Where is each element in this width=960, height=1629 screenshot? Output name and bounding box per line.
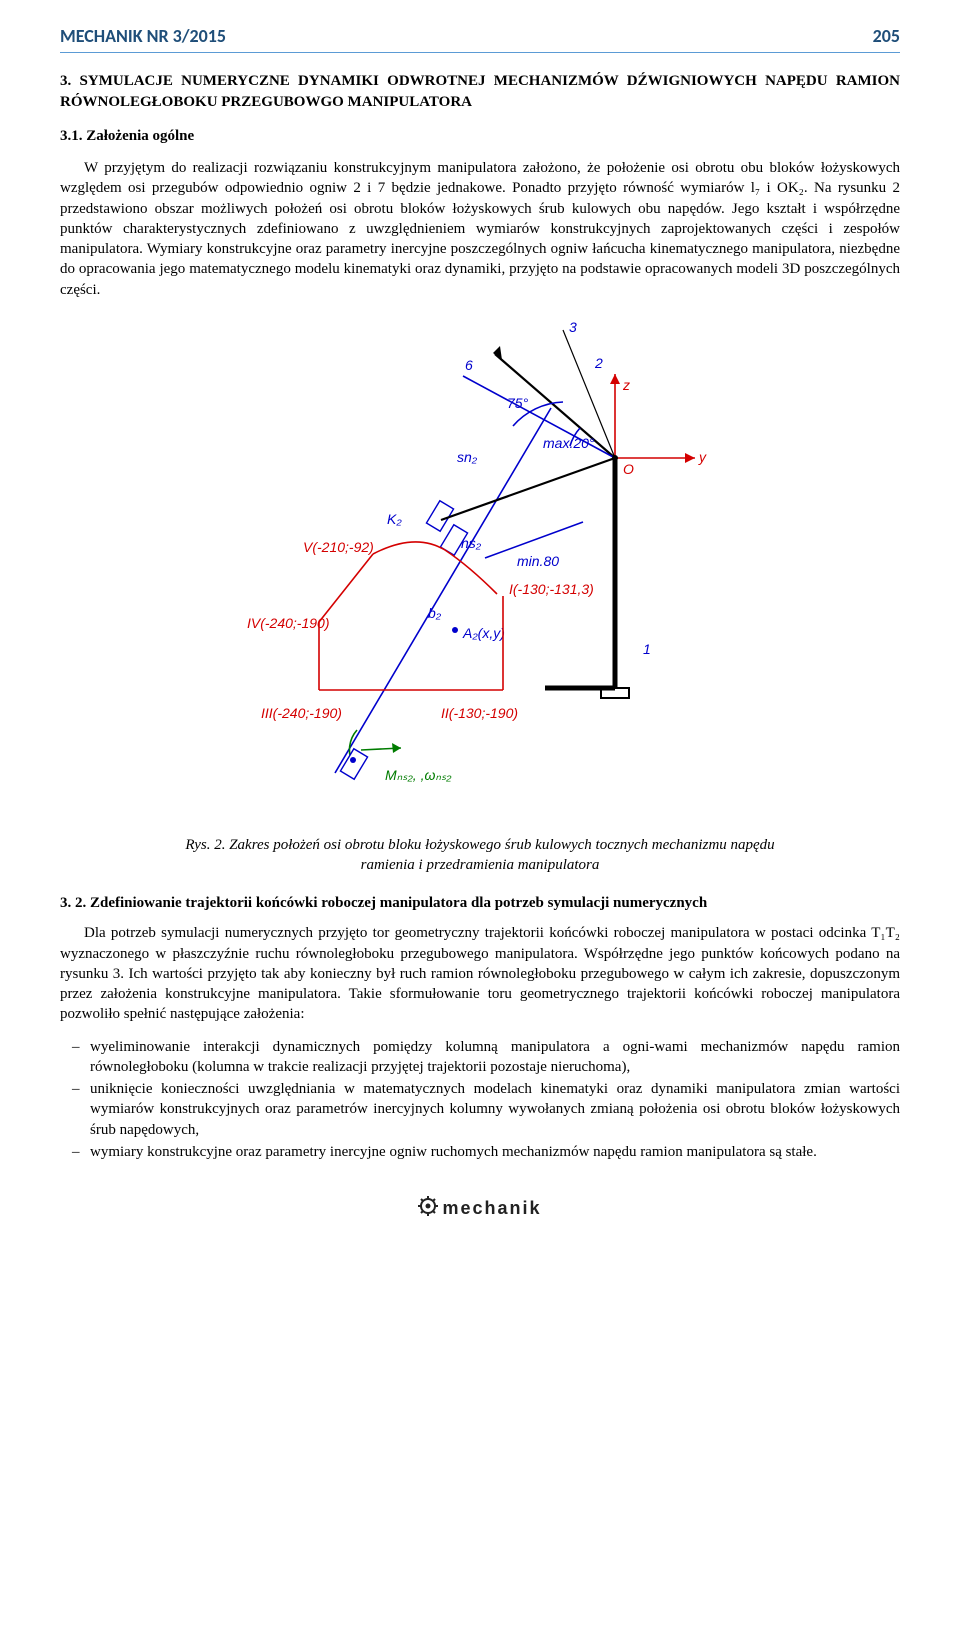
page-number: 205 <box>873 24 900 48</box>
point-I: I(-130;-131,3) <box>509 581 594 597</box>
point-III: III(-240;-190) <box>261 705 342 721</box>
section-heading: 3. SYMULACJE NUMERYCZNE DYNAMIKI ODWROTN… <box>60 71 900 112</box>
link-1-label: 1 <box>643 641 651 657</box>
sn2-label: sn₂ <box>457 449 478 465</box>
subsection-3-1-heading: 3.1. Założenia ogólne <box>60 126 900 146</box>
point-V: V(-210;-92) <box>303 539 374 555</box>
link-6-label: 6 <box>465 357 473 373</box>
figure-2-caption-label: Rys. 2. <box>185 837 225 853</box>
assumptions-list: wyeliminowanie interakcji dynamicznych p… <box>60 1037 900 1163</box>
point-II: II(-130;-190) <box>441 705 518 721</box>
origin-label: O <box>623 461 634 477</box>
subsection-3-2-paragraph: Dla potrzeb symulacji numerycznych przyj… <box>60 923 900 1024</box>
link-3-label: 3 <box>569 319 577 335</box>
list-item: uniknięcie konieczności uwzględniania w … <box>90 1079 900 1140</box>
link-2-label: 2 <box>594 355 603 371</box>
footer-logo: mechanik <box>60 1196 900 1222</box>
angle-75: 75° <box>507 395 529 411</box>
axis-y-label: y <box>698 449 707 465</box>
subsection-3-2-number: 3. 2. <box>60 895 86 911</box>
max20-label: max.20° <box>543 435 595 451</box>
section-number: 3. <box>60 73 71 89</box>
min80-label: min.80 <box>517 553 559 569</box>
figure-2-caption-text: Zakres położeń osi obrotu bloku łożyskow… <box>229 837 774 873</box>
Mns2-label: Mₙₛ₂, ,ωₙₛ₂ <box>385 767 452 783</box>
ns2-label: ns₂ <box>461 535 482 551</box>
K2-label: K₂ <box>387 511 402 527</box>
gear-icon <box>418 1196 438 1222</box>
list-item: wymiary konstrukcyjne oraz parametry ine… <box>90 1142 900 1162</box>
subsection-3-1-title: Założenia ogólne <box>86 128 194 144</box>
section-title: SYMULACJE NUMERYCZNE DYNAMIKI ODWROTNEJ … <box>60 73 900 109</box>
footer-logo-text: mechanik <box>442 1198 541 1218</box>
figure-2-caption: Rys. 2. Zakres położeń osi obrotu bloku … <box>170 836 790 875</box>
A2-label: A₂(x,y) <box>462 625 505 641</box>
b2-label: b₂ <box>428 605 442 621</box>
figure-2-svg: y z O 1 2 3 6 75° max.20° <box>245 318 715 818</box>
axis-z-label: z <box>622 377 630 393</box>
point-IV: IV(-240;-190) <box>247 615 329 631</box>
journal-title: MECHANIK NR 3/2015 <box>60 24 226 48</box>
subsection-3-2-title: Zdefiniowanie trajektorii końcówki roboc… <box>90 895 707 911</box>
page-header: MECHANIK NR 3/2015 205 <box>60 24 900 53</box>
subsection-3-2-heading: 3. 2. Zdefiniowanie trajektorii końcówki… <box>60 893 900 913</box>
subsection-3-1-number: 3.1. <box>60 128 83 144</box>
subsection-3-1-paragraph: W przyjętym do realizacji rozwiązaniu ko… <box>60 158 900 300</box>
list-item: wyeliminowanie interakcji dynamicznych p… <box>90 1037 900 1078</box>
figure-2: y z O 1 2 3 6 75° max.20° <box>60 318 900 824</box>
